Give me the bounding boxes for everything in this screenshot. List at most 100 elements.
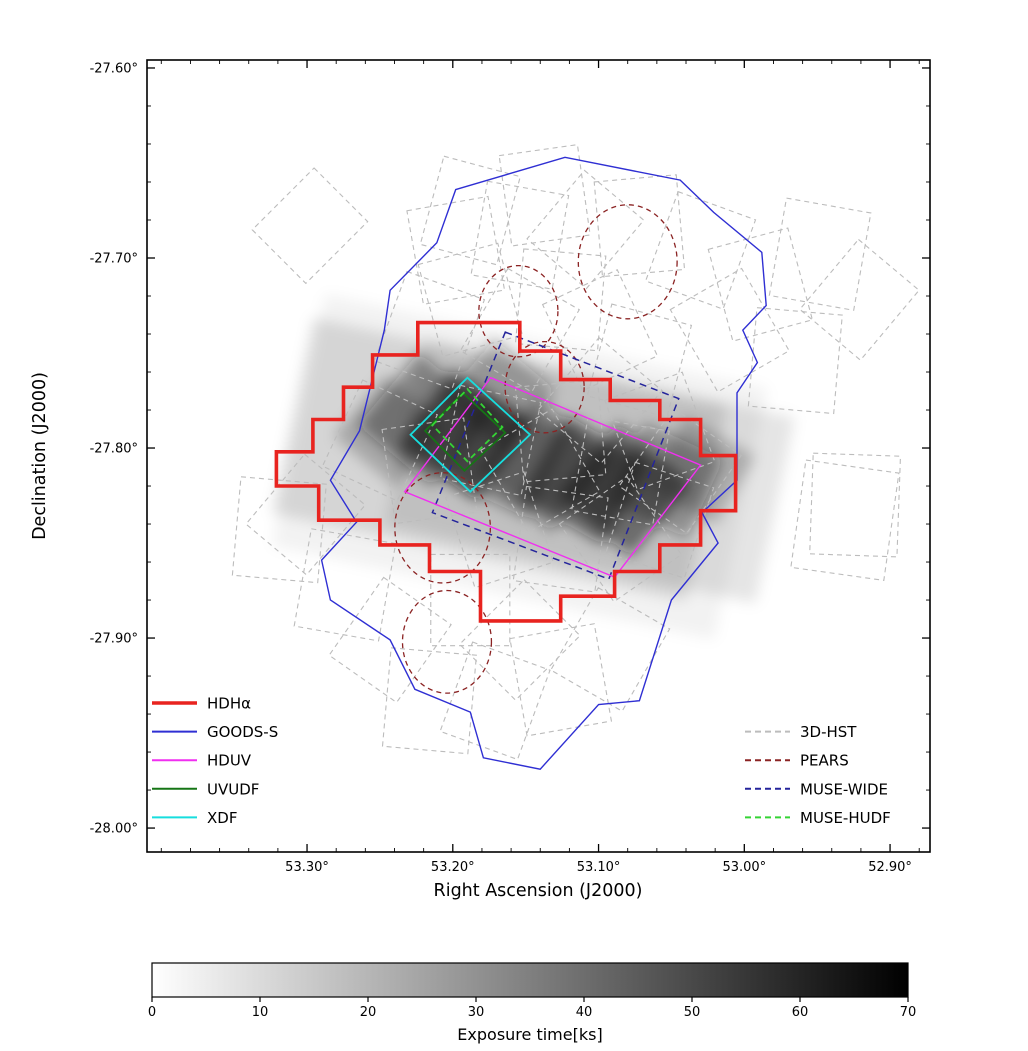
y-tick-label: -27.80° [90,442,138,457]
muse-wide-outline [431,331,680,581]
legend-label-3d-hst: 3D-HST [800,723,857,741]
3d-hst-tile [458,578,581,701]
y-axis-title: Declination (J2000) [30,372,50,540]
footprint-muse-hudf [431,387,504,463]
legend-label-uvudf: UVUDF [207,780,259,798]
3d-hst-tile [470,180,570,290]
x-tick-label: 53.20° [431,860,475,875]
colorbar [151,962,909,998]
3d-hst-tile [231,476,327,584]
3d-hst-tile [526,169,645,290]
footprint-muse-wide [431,331,680,581]
3d-hst-tile [541,269,659,392]
colorbar-title: Exposure time[ks] [457,1025,602,1044]
3d-hst-tile [550,586,671,712]
3d-hst-tile [669,267,790,393]
pears-circle [394,472,492,584]
muse-hudf-outline [431,387,504,463]
legend-label-pears: PEARS [800,752,849,770]
y-tick-label: -28.00° [90,822,138,837]
xdf-outline [409,376,532,493]
uvudf-outline [423,391,507,473]
colorbar-tick-label: 20 [360,1005,377,1020]
legend-label-hduv: HDUV [207,752,252,770]
3d-hst-tile [747,307,843,415]
3d-hst-tile [514,379,607,483]
3d-hst-tile [514,248,607,352]
colorbar-tick-label: 10 [252,1005,269,1020]
y-tick-label: -27.60° [90,61,138,76]
colorbar-tick-label: 60 [792,1005,809,1020]
3d-hst-tile [328,576,452,704]
3d-hst-tile [537,336,663,465]
3d-hst-tile [586,303,693,418]
footprint-hdh- [274,320,738,623]
x-tick-label: 53.10° [577,860,621,875]
3d-hst-tile [558,475,683,603]
3d-hst-tile [245,453,366,576]
y-tick-label: -27.70° [90,252,138,267]
colorbar-tick-label: 30 [468,1005,485,1020]
x-axis-title: Right Ascension (J2000) [434,881,643,901]
legend-label-hdh-: HDHα [207,695,251,713]
3d-hst-tile [593,174,686,278]
3d-hst-tile [768,197,872,311]
3d-hst-tile [293,528,397,642]
exposure-map [271,294,795,640]
footprint-uvudf [423,391,507,473]
3d-hst-tile [512,485,609,593]
pears-circle [504,340,585,434]
legend-label-muse-hudf: MUSE-HUDF [800,809,891,827]
map-layers [231,144,920,770]
3d-hst-tile [809,452,902,558]
3d-hst-tile [373,270,486,390]
colorbar-ticks: 0 10 20 30 40 50 60 70 [148,997,916,1020]
goods-s-outline [320,156,767,770]
static-text: Right Ascension (J2000) Declination (J20… [30,372,642,1044]
3d-hst-tile [430,553,511,647]
3d-hst-tile [707,227,814,342]
3d-hst-tile [604,371,716,491]
exposure-patch [645,416,756,526]
pears-circle [577,204,678,320]
3d-hst-tile [644,190,757,310]
axes-frame [146,59,931,853]
3d-hst-tile [480,408,601,534]
x-tick-label: 53.00° [722,860,766,875]
3d-hst-tile [790,459,900,582]
3d-hst-tile [419,155,521,266]
3d-hst-tile [439,641,551,761]
3d-hst-tile [321,379,439,502]
3d-hst-tile [570,416,670,526]
legend-label-goods-s: GOODS-S [207,723,278,741]
footprint-xdf [409,376,532,493]
3d-hst-tile [498,144,591,247]
3d-hst-tile [509,623,613,737]
3d-hst-tile [381,647,478,755]
footprint-goods-s [320,156,767,770]
pears-circle [401,589,493,694]
3d-hst-tile [406,195,506,305]
3d-hst-tile [417,242,524,358]
generated-layers: 53.30° 53.20° 53.10° 53.00° 52.90° -27.60° -27… [90,59,931,1020]
legend-label-xdf: XDF [207,809,237,827]
x-tick-label: 53.30° [285,860,329,875]
y-tick-label: -27.90° [90,632,138,647]
colorbar-tick-label: 50 [684,1005,701,1020]
tick-labels: 53.30° 53.20° 53.10° 53.00° 52.90° -27.60° -27… [90,61,912,875]
colorbar-tick-label: 40 [576,1005,593,1020]
footprint-pears [394,204,678,694]
hdh--outline [274,320,738,623]
legend-label-muse-wide: MUSE-WIDE [800,780,888,798]
3d-hst-tile [799,238,920,361]
colorbar-tick-label: 70 [900,1005,917,1020]
3d-hst-tile [618,407,742,535]
footprint-3d-hst [231,144,920,761]
pears-circle [478,264,559,358]
colorbar-tick-label: 0 [148,1005,156,1020]
axes [146,59,931,853]
3d-hst-tile [251,167,369,285]
legend: HDHα GOODS-S HDUV UVUDF XDF 3D-HST PEARS MUSE-W… [152,695,891,827]
